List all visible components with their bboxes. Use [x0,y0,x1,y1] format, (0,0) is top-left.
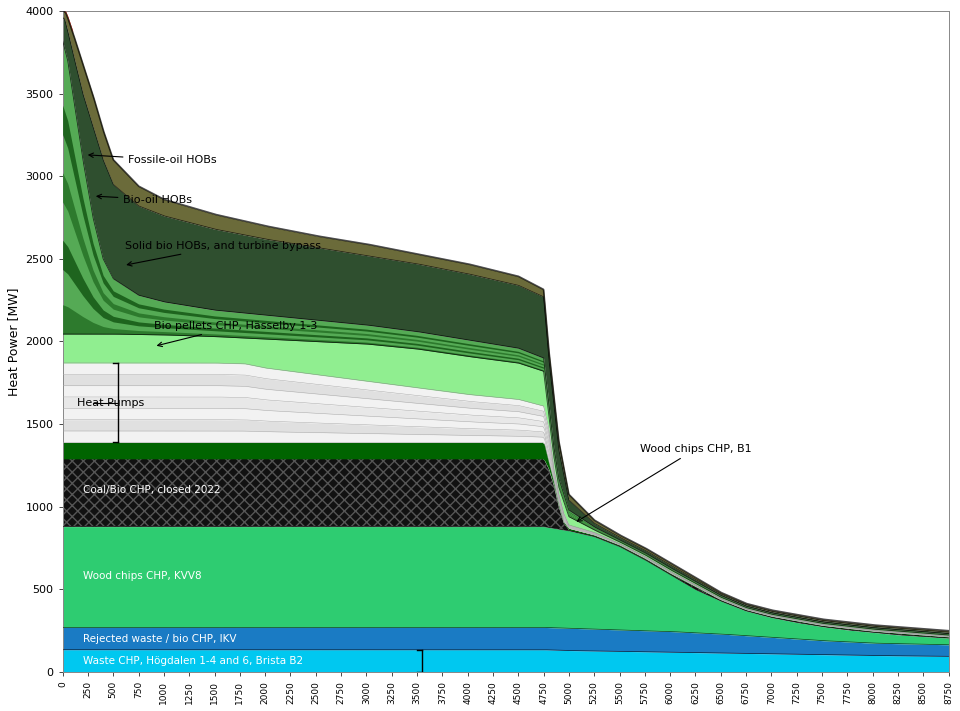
Text: Bio pellets CHP, Hässelby 1-3: Bio pellets CHP, Hässelby 1-3 [154,321,317,346]
Text: Fossile-oil HOBs: Fossile-oil HOBs [89,153,217,165]
Y-axis label: Heat Power [MW]: Heat Power [MW] [7,287,20,396]
Text: Wood chips CHP, B1: Wood chips CHP, B1 [577,444,752,521]
Text: Heat Pumps: Heat Pumps [77,397,144,407]
Text: Waste CHP, Högdalen 1-4 and 6, Brista B2: Waste CHP, Högdalen 1-4 and 6, Brista B2 [83,656,303,665]
Text: Rejected waste / bio CHP, IKV: Rejected waste / bio CHP, IKV [83,634,236,644]
Text: Solid bio HOBs, and turbine bypass: Solid bio HOBs, and turbine bypass [126,241,322,266]
Text: Coal/Bio CHP, closed 2022: Coal/Bio CHP, closed 2022 [83,485,221,496]
Text: Wood chips CHP, KVV8: Wood chips CHP, KVV8 [83,571,202,581]
Text: Bio-oil HOBs: Bio-oil HOBs [97,194,192,205]
